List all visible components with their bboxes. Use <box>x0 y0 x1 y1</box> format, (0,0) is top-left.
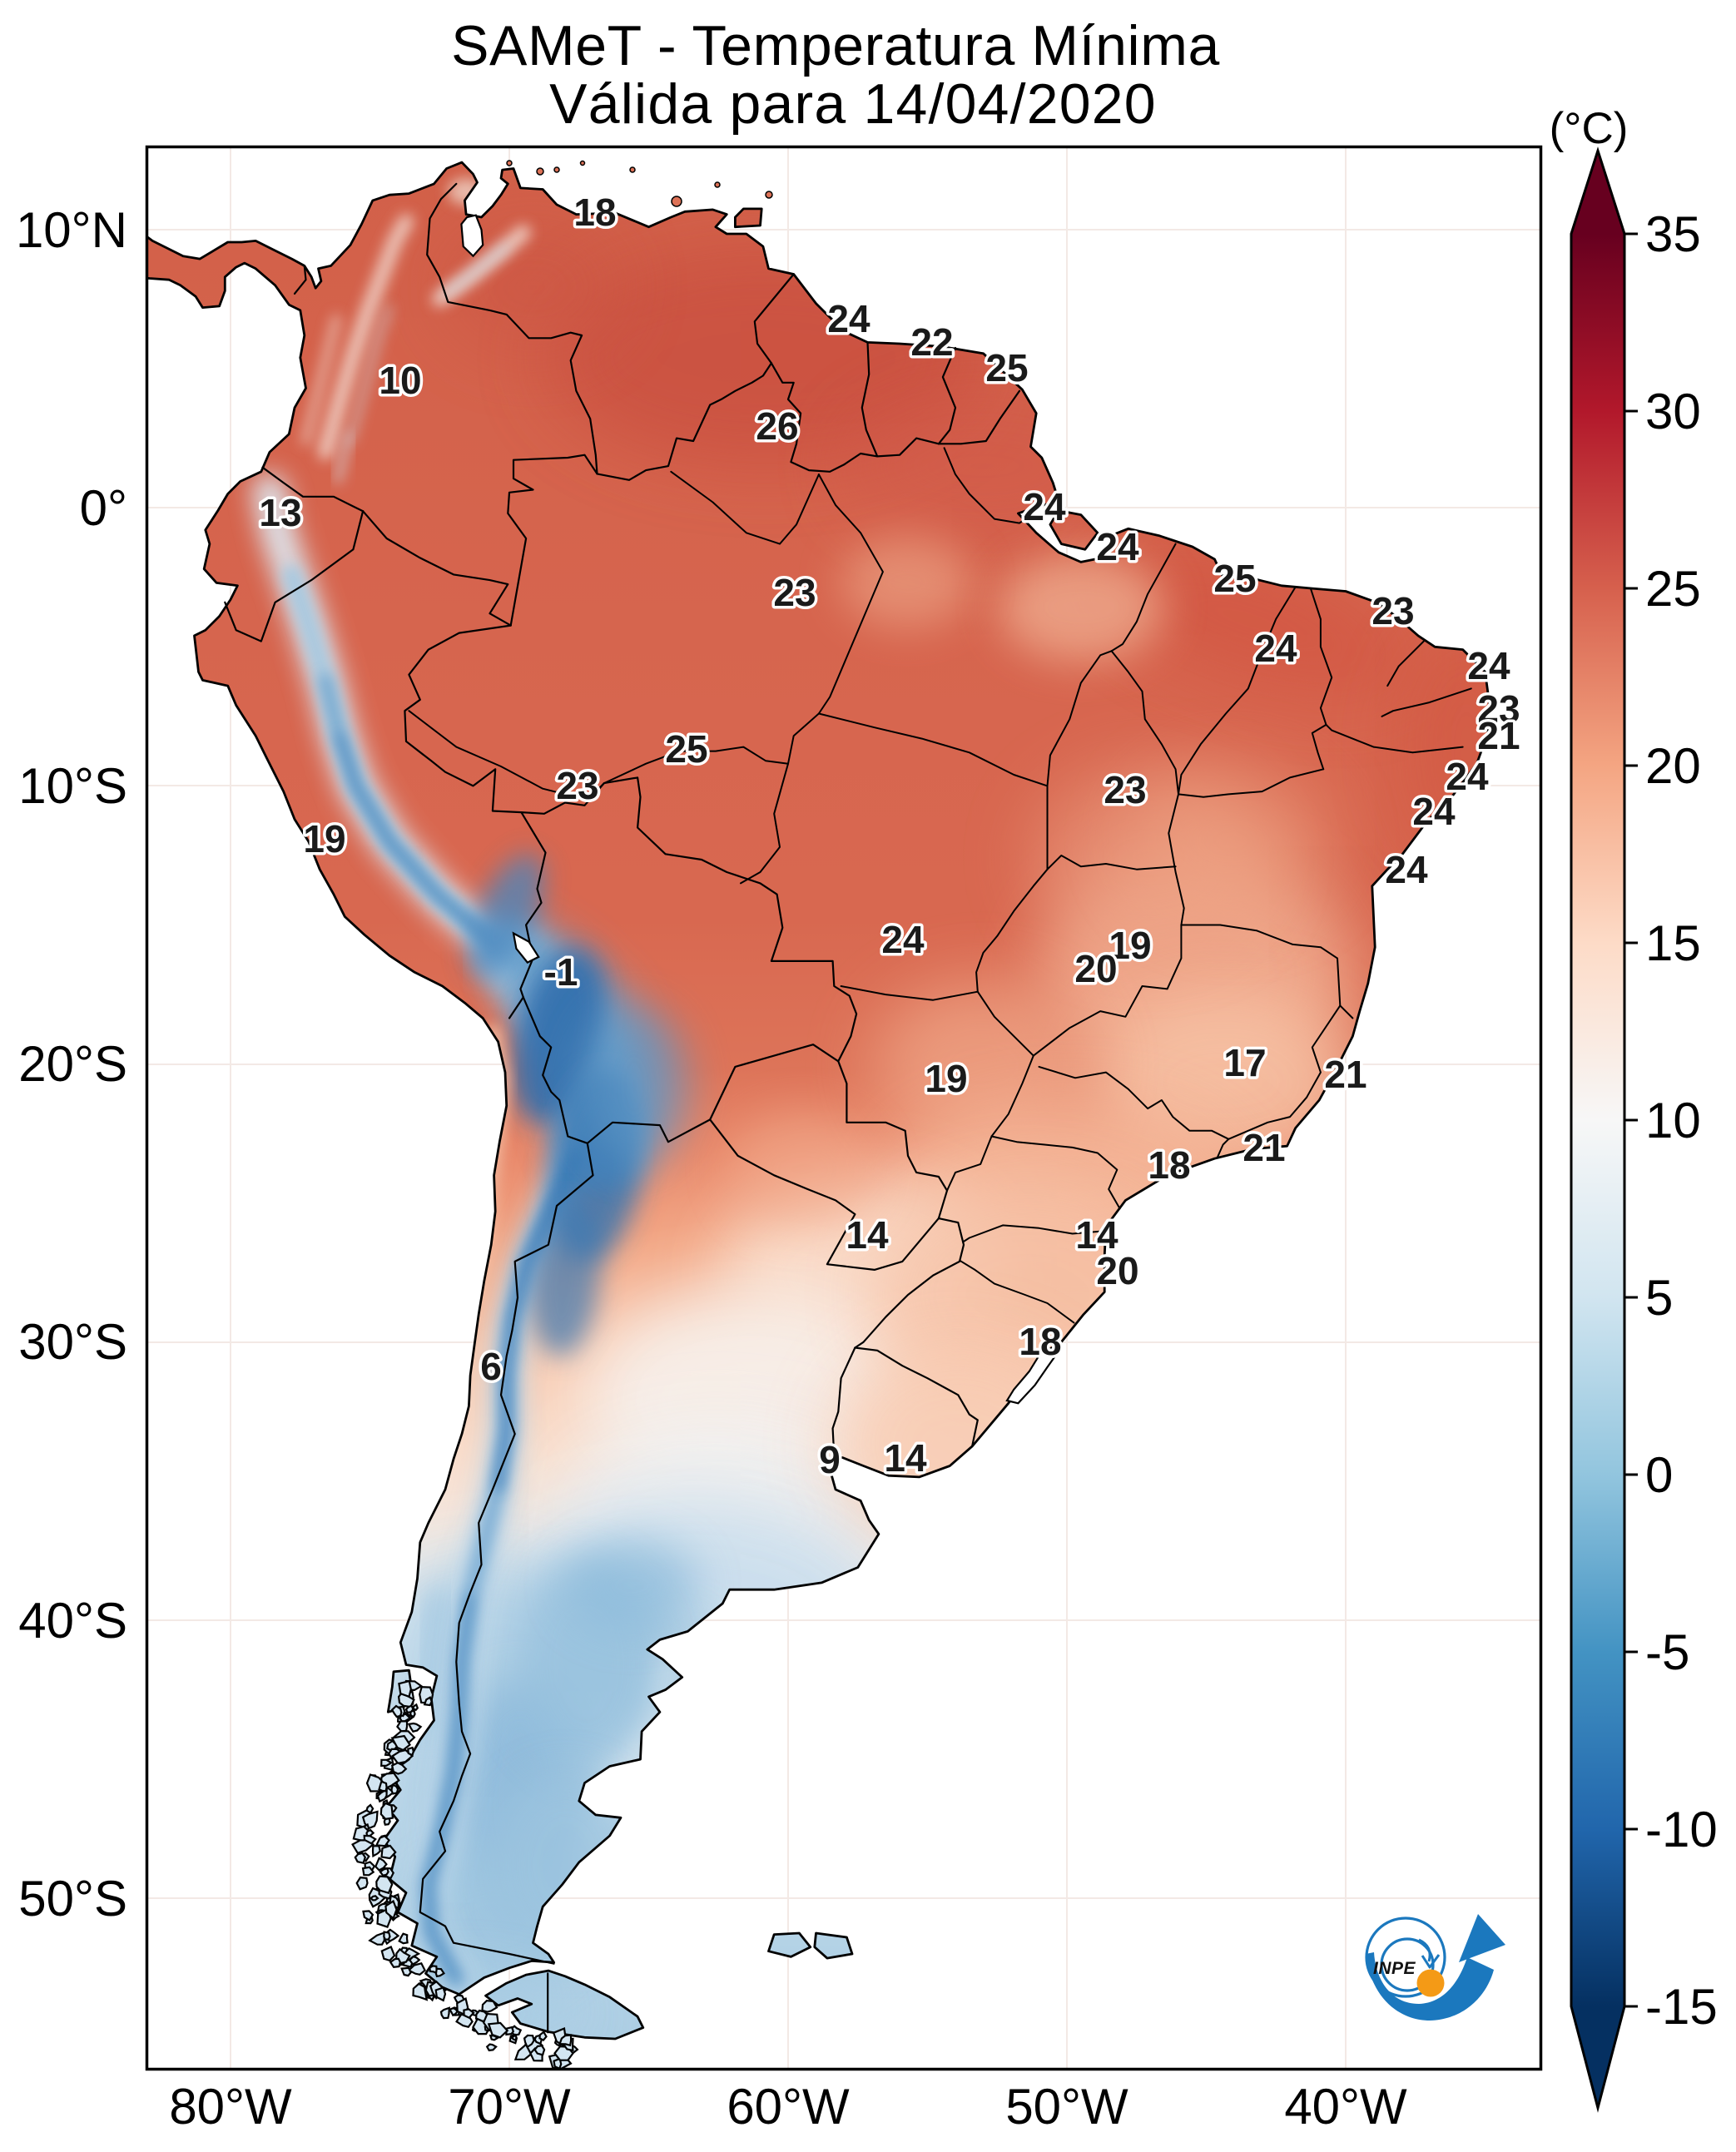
svg-text:-10: -10 <box>1645 1802 1718 1857</box>
svg-text:18: 18 <box>573 191 616 234</box>
svg-text:24: 24 <box>1254 627 1297 670</box>
svg-text:INPE: INPE <box>1373 1959 1416 1978</box>
svg-text:20°S: 20°S <box>18 1036 127 1092</box>
svg-text:17: 17 <box>1223 1041 1266 1084</box>
svg-text:0: 0 <box>1645 1447 1673 1503</box>
svg-text:20: 20 <box>1074 947 1117 990</box>
svg-text:24: 24 <box>1467 644 1510 687</box>
svg-text:19: 19 <box>303 817 345 860</box>
svg-text:0°: 0° <box>80 480 127 536</box>
svg-text:24: 24 <box>881 918 925 961</box>
svg-text:24: 24 <box>1096 525 1139 568</box>
svg-text:21: 21 <box>1242 1126 1285 1169</box>
svg-text:21: 21 <box>1477 714 1520 757</box>
svg-text:5: 5 <box>1645 1270 1673 1326</box>
svg-text:30°S: 30°S <box>18 1314 127 1370</box>
svg-text:22: 22 <box>910 320 953 364</box>
svg-text:23: 23 <box>1104 768 1146 811</box>
svg-text:-5: -5 <box>1645 1624 1689 1680</box>
svg-text:26: 26 <box>756 404 798 448</box>
svg-text:50°S: 50°S <box>18 1871 127 1926</box>
svg-text:23: 23 <box>1477 687 1520 731</box>
svg-text:15: 15 <box>1645 915 1701 971</box>
svg-text:24: 24 <box>1385 848 1428 891</box>
svg-text:10: 10 <box>379 359 421 402</box>
svg-text:24: 24 <box>1412 790 1456 833</box>
svg-text:24: 24 <box>1023 485 1066 528</box>
svg-text:14: 14 <box>846 1213 889 1257</box>
svg-text:50°W: 50°W <box>1005 2079 1128 2135</box>
svg-text:25: 25 <box>1645 561 1701 617</box>
svg-text:25: 25 <box>985 346 1028 389</box>
svg-text:14: 14 <box>884 1436 927 1480</box>
svg-text:6: 6 <box>480 1345 502 1388</box>
svg-text:10°N: 10°N <box>16 202 127 258</box>
svg-text:21: 21 <box>1324 1053 1366 1096</box>
svg-text:25: 25 <box>1213 557 1256 600</box>
svg-text:20: 20 <box>1096 1249 1138 1292</box>
svg-text:13: 13 <box>259 491 301 534</box>
svg-text:19: 19 <box>1109 924 1151 967</box>
svg-text:25: 25 <box>665 727 707 771</box>
svg-text:40°S: 40°S <box>18 1593 127 1649</box>
svg-text:60°W: 60°W <box>727 2079 850 2135</box>
svg-text:18: 18 <box>1148 1143 1190 1187</box>
svg-text:18: 18 <box>1019 1320 1061 1363</box>
svg-text:20: 20 <box>1645 738 1701 794</box>
svg-text:10: 10 <box>1645 1093 1701 1148</box>
svg-text:-15: -15 <box>1645 1979 1718 2035</box>
svg-text:9: 9 <box>819 1438 841 1481</box>
svg-text:10°S: 10°S <box>18 758 127 814</box>
svg-text:Válida para 14/04/2020: Válida para 14/04/2020 <box>549 72 1157 136</box>
svg-text:14: 14 <box>1075 1213 1118 1257</box>
svg-text:23: 23 <box>556 764 598 807</box>
svg-text:80°W: 80°W <box>169 2079 292 2135</box>
svg-text:19: 19 <box>925 1057 967 1100</box>
svg-text:40°W: 40°W <box>1284 2079 1407 2135</box>
svg-text:(°C): (°C) <box>1550 104 1629 153</box>
svg-text:30: 30 <box>1645 384 1701 439</box>
svg-text:24: 24 <box>1446 755 1489 798</box>
svg-text:-1: -1 <box>544 950 578 994</box>
svg-text:23: 23 <box>773 571 816 614</box>
svg-text:70°W: 70°W <box>448 2079 571 2135</box>
svg-text:SAMeT - Temperatura Mínima: SAMeT - Temperatura Mínima <box>451 14 1220 77</box>
svg-text:24: 24 <box>827 297 870 340</box>
svg-text:23: 23 <box>1371 589 1414 632</box>
svg-text:35: 35 <box>1645 206 1701 262</box>
